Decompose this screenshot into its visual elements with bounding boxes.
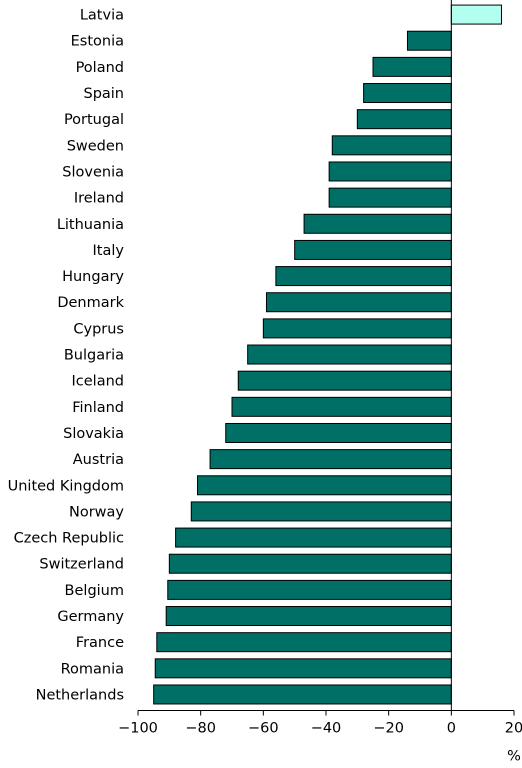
bar-switzerland: [168, 553, 452, 574]
bar-ireland: [328, 187, 452, 208]
category-label: Iceland: [72, 374, 124, 390]
bar-denmark: [265, 292, 452, 313]
category-label: Lithuania: [57, 217, 124, 233]
bar-romania: [154, 658, 452, 679]
category-label: United Kingdom: [8, 478, 124, 494]
category-labels: Latvia Estonia Poland Spain Portugal Sweden Sl…: [8, 8, 125, 704]
bar-spain: [363, 83, 452, 104]
bar-finland: [231, 396, 452, 417]
category-label: Bulgaria: [64, 348, 124, 364]
bar-poland: [372, 56, 452, 77]
x-tick-label: 0: [447, 721, 456, 737]
bar-iceland: [237, 370, 452, 391]
bars-group: [153, 4, 502, 705]
x-tick-label: −60: [248, 721, 279, 737]
category-label: Austria: [73, 452, 124, 468]
bar-slovenia: [328, 161, 452, 182]
category-label: Romania: [61, 661, 124, 677]
category-label: Latvia: [80, 8, 124, 24]
bar-czech-republic: [175, 527, 452, 548]
x-tick-label: −40: [311, 721, 342, 737]
x-axis-unit-label: %: [507, 749, 521, 765]
category-label: Portugal: [64, 112, 124, 128]
axes-group: −100 −80 −60 −40 −20 0 20 %: [118, 0, 522, 765]
bar-portugal: [356, 109, 452, 130]
x-tick-label: 20: [505, 721, 522, 737]
bar-austria: [209, 449, 452, 470]
x-tick-label: −100: [118, 721, 158, 737]
category-label: Belgium: [65, 583, 124, 599]
category-label: Cyprus: [73, 321, 124, 337]
bar-united-kingdom: [197, 475, 452, 496]
category-label: Finland: [72, 400, 124, 416]
category-label: Poland: [76, 60, 124, 76]
category-label: Spain: [83, 86, 124, 102]
category-label: Sweden: [67, 138, 124, 154]
bar-slovakia: [225, 422, 452, 443]
category-label: Hungary: [62, 269, 124, 285]
category-label: Ireland: [74, 191, 124, 207]
x-ticks: −100 −80 −60 −40 −20 0 20: [118, 710, 522, 737]
bar-lithuania: [303, 213, 452, 234]
x-tick-label: −80: [185, 721, 216, 737]
bar-france: [156, 632, 452, 653]
category-label: Czech Republic: [14, 531, 124, 547]
bar-netherlands: [153, 684, 452, 705]
x-tick-label: −20: [373, 721, 404, 737]
category-label: Norway: [69, 504, 124, 520]
bar-italy: [294, 239, 452, 260]
category-label: Italy: [93, 243, 125, 259]
bar-cyprus: [262, 318, 452, 339]
bar-latvia: [450, 4, 502, 25]
bar-belgium: [167, 579, 452, 600]
category-label: Estonia: [71, 34, 124, 50]
category-label: Netherlands: [36, 687, 124, 703]
bar-hungary: [275, 266, 452, 287]
bar-germany: [165, 606, 452, 627]
category-label: Denmark: [57, 295, 124, 311]
category-label: Slovakia: [63, 426, 124, 442]
bar-sweden: [331, 135, 452, 156]
bar-bulgaria: [247, 344, 452, 365]
category-label: Slovenia: [62, 164, 124, 180]
bar-norway: [190, 501, 452, 522]
bar-estonia: [406, 30, 452, 51]
category-label: Germany: [57, 609, 124, 625]
category-label: Switzerland: [39, 557, 124, 573]
category-label: France: [76, 635, 124, 651]
